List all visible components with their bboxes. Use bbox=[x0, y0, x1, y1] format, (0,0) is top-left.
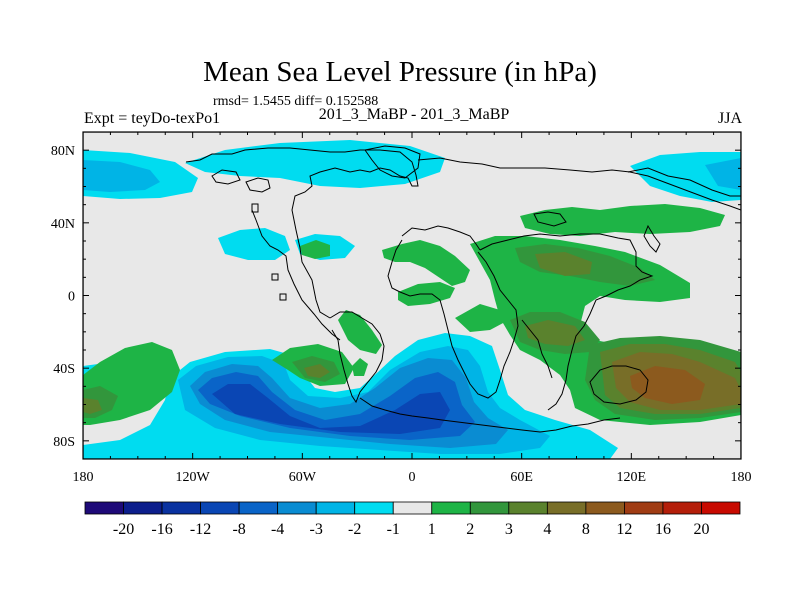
experiment-label: Expt = teyDo-texPo1 bbox=[84, 110, 221, 127]
colorbar-swatch bbox=[624, 501, 664, 515]
colorbar-swatch bbox=[431, 501, 471, 515]
stats-label: rmsd= 1.5455 diff= 0.152588 bbox=[213, 94, 379, 109]
indian-ocean-high-2 bbox=[525, 320, 585, 346]
y-tick-label: 80S bbox=[53, 435, 75, 450]
colorbar-swatch bbox=[701, 501, 741, 515]
colorbar-label: -16 bbox=[151, 521, 172, 538]
plot-title: Mean Sea Level Pressure (in hPa) bbox=[203, 56, 597, 88]
comparison-label: 201_3_MaBP - 201_3_MaBP bbox=[318, 106, 510, 123]
coastline-east-asia-arctic bbox=[627, 167, 741, 197]
coastline-india bbox=[521, 319, 553, 379]
colorbar-swatch bbox=[277, 501, 317, 515]
colorbar-swatch bbox=[84, 501, 124, 515]
south-america-high bbox=[338, 310, 382, 354]
coastline-arctic-canada bbox=[185, 147, 419, 319]
x-tick-label: 0 bbox=[409, 470, 416, 485]
colorbar-label: -20 bbox=[113, 521, 134, 538]
x-tick-label: 60E bbox=[510, 470, 533, 485]
negative-anomaly-regions bbox=[83, 140, 741, 459]
europe-high bbox=[520, 204, 725, 236]
north-america-high bbox=[300, 240, 330, 259]
coastline-south-america bbox=[329, 311, 385, 404]
asia-high-3 bbox=[535, 252, 592, 276]
x-tick-label: 180 bbox=[731, 470, 752, 485]
north-pacific-low-core bbox=[83, 160, 160, 192]
y-tick-label: 40S bbox=[53, 362, 75, 377]
south-pacific-high-core bbox=[83, 398, 102, 414]
east-asia-low-core bbox=[705, 158, 741, 190]
colorbar-label: -2 bbox=[348, 521, 361, 538]
positive-anomaly-regions bbox=[83, 204, 741, 425]
colorbar-swatch bbox=[585, 501, 625, 515]
north-atlantic-low bbox=[218, 228, 290, 260]
coastline-antarctica bbox=[359, 397, 621, 433]
colorbar-label: 4 bbox=[543, 521, 551, 538]
south-atlantic-swirl-core bbox=[304, 364, 330, 378]
coastline-small-islands-2 bbox=[279, 293, 287, 301]
season-label: JJA bbox=[717, 110, 742, 127]
colorbar-swatch bbox=[354, 501, 394, 515]
coastline-small-islands-1 bbox=[271, 273, 279, 281]
coastline-japan bbox=[643, 224, 661, 253]
atlantic-high bbox=[455, 304, 505, 332]
colorbar-label: 8 bbox=[582, 521, 590, 538]
coastline-europe bbox=[401, 225, 481, 251]
x-tick-label: 120W bbox=[176, 470, 211, 485]
coastline-alaska bbox=[211, 169, 241, 185]
coastline-asia bbox=[479, 233, 654, 411]
colorbar-swatch bbox=[662, 501, 702, 515]
coastlines bbox=[185, 145, 741, 433]
coastline-africa bbox=[387, 239, 519, 399]
colorbar-label: 12 bbox=[616, 521, 632, 538]
colorbar-label: 20 bbox=[693, 521, 709, 538]
colorbar-label: 2 bbox=[466, 521, 474, 538]
southern-ocean-low-core bbox=[212, 384, 450, 434]
colorbar-swatch bbox=[469, 501, 510, 515]
colorbar-swatch bbox=[238, 501, 279, 515]
colorbar-label: -4 bbox=[271, 521, 284, 538]
coastline-hudson bbox=[245, 177, 271, 193]
y-tick-label: 40N bbox=[51, 217, 75, 232]
colorbar: -20 -16 -12 -8 -4 -3 -2 -1 1 2 3 4 8 12 16 20 bbox=[84, 501, 741, 538]
colorbar-swatch bbox=[161, 501, 201, 515]
colorbar-swatch bbox=[546, 501, 587, 515]
coastline-small-islands-4 bbox=[533, 211, 567, 227]
y-tick-label: 80N bbox=[51, 144, 75, 159]
north-africa-high-1 bbox=[382, 240, 470, 286]
colorbar-label: -8 bbox=[232, 521, 245, 538]
central-africa-high bbox=[352, 358, 368, 376]
axis-ticks: 180 120W 60W 0 60E 120E 180 80N 40N 0 40S 80S bbox=[51, 132, 752, 485]
colorbar-swatch bbox=[508, 501, 548, 515]
colorbar-label: -12 bbox=[190, 521, 211, 538]
arctic-low bbox=[185, 140, 445, 188]
coastline-west-america bbox=[251, 209, 341, 341]
x-tick-label: 60W bbox=[289, 470, 317, 485]
coastline-australia bbox=[589, 365, 649, 405]
colorbar-label: -1 bbox=[387, 521, 400, 538]
australia-high-core bbox=[630, 366, 705, 404]
colorbar-swatch bbox=[392, 501, 433, 515]
coastline-small-islands-3 bbox=[251, 203, 259, 213]
colorbar-label: -3 bbox=[310, 521, 323, 538]
colorbar-label: 3 bbox=[505, 521, 513, 538]
y-tick-label: 0 bbox=[68, 290, 75, 305]
colorbar-swatch bbox=[123, 501, 163, 515]
colorbar-label: 1 bbox=[428, 521, 436, 538]
colorbar-swatch bbox=[200, 501, 240, 515]
map-plot-area bbox=[83, 132, 741, 459]
x-tick-label: 120E bbox=[617, 470, 647, 485]
x-tick-label: 180 bbox=[73, 470, 94, 485]
coastline-greenland bbox=[364, 145, 421, 179]
colorbar-swatch bbox=[315, 501, 356, 515]
colorbar-label: 16 bbox=[655, 521, 671, 538]
coastline-north-asia bbox=[417, 157, 741, 211]
